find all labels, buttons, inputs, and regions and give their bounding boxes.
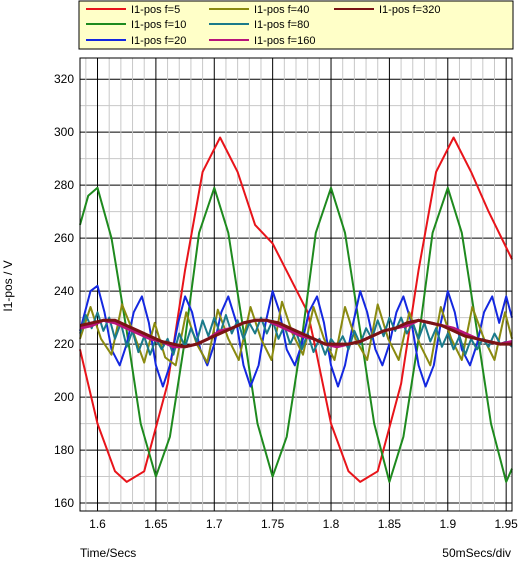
legend-entry: I1-pos f=160 bbox=[254, 35, 315, 47]
legend-entry: I1-pos f=320 bbox=[379, 4, 440, 16]
series-line-0 bbox=[79, 136, 513, 483]
y-tick-label: 200 bbox=[54, 390, 74, 404]
x-tick-labels: 1.6 1.65 1.7 1.75 1.8 1.85 1.9 1.95 bbox=[89, 517, 518, 531]
series-line-6 bbox=[79, 318, 512, 349]
x-tick-label: 1.85 bbox=[378, 517, 402, 531]
series-line-1 bbox=[79, 186, 513, 483]
x-tick-label: 1.75 bbox=[261, 517, 285, 531]
x-tick-label: 1.6 bbox=[89, 517, 106, 531]
y-tick-label: 260 bbox=[54, 231, 74, 245]
legend-entry: I1-pos f=5 bbox=[131, 4, 180, 16]
legend-entry: I1-pos f=40 bbox=[254, 4, 309, 16]
x-tick-label: 1.65 bbox=[144, 517, 168, 531]
legend: I1-pos f=5 I1-pos f=40 I1-pos f=320 I1-pos … bbox=[86, 4, 440, 47]
x-axis-label: Time/Secs bbox=[80, 546, 136, 560]
y-tick-label: 220 bbox=[54, 337, 74, 351]
y-tick-label: 180 bbox=[54, 443, 74, 457]
legend-entry: I1-pos f=10 bbox=[131, 19, 186, 31]
legend-entry: I1-pos f=20 bbox=[131, 35, 186, 47]
series-layer bbox=[79, 136, 513, 483]
y-tick-label: 280 bbox=[54, 178, 74, 192]
legend-box[interactable] bbox=[78, 0, 514, 50]
x-tick-label: 1.9 bbox=[439, 517, 456, 531]
series-line-3 bbox=[79, 300, 513, 367]
y-tick-label: 320 bbox=[54, 72, 74, 86]
legend-entry: I1-pos f=80 bbox=[254, 19, 309, 31]
x-tick-label: 1.95 bbox=[494, 517, 518, 531]
y-tick-labels: 160 180 200 220 240 260 280 300 320 bbox=[54, 72, 74, 510]
y-tick-label: 300 bbox=[54, 125, 74, 139]
y-tick-label: 240 bbox=[54, 284, 74, 298]
x-scale-label: 50mSecs/div bbox=[442, 546, 511, 560]
plot-frame bbox=[79, 57, 513, 512]
y-tick-label: 160 bbox=[54, 496, 74, 510]
series-line-2 bbox=[79, 284, 513, 388]
y-axis-label: I1-pos / V bbox=[1, 260, 15, 311]
x-tick-label: 1.8 bbox=[323, 517, 340, 531]
x-tick-label: 1.7 bbox=[206, 517, 223, 531]
